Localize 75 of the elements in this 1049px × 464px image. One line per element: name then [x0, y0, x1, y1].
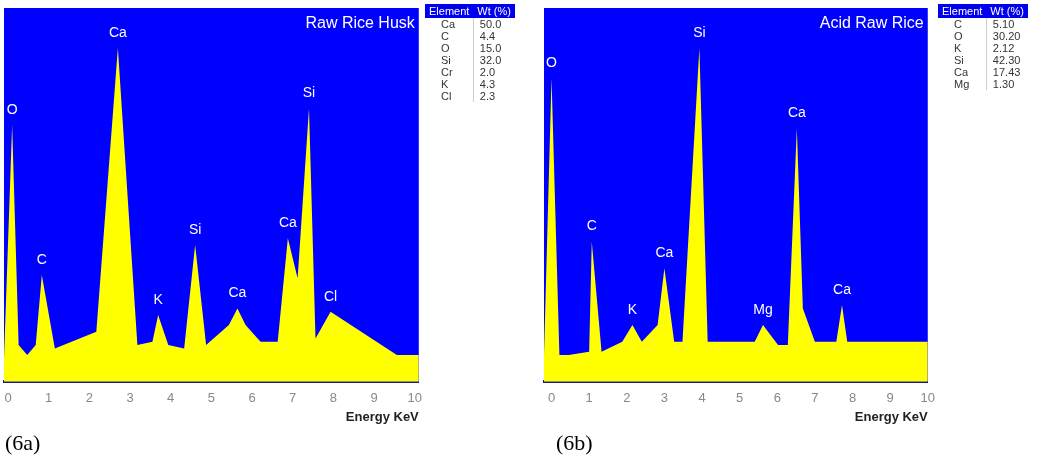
category-label: Ca — [440, 18, 457, 30]
category-label: Mg — [953, 78, 971, 90]
text: 2.0 — [479, 66, 496, 78]
annotation: K — [627, 300, 638, 317]
category-label: K — [953, 42, 963, 54]
category-label: O — [953, 30, 964, 42]
category-label: Cr — [440, 66, 454, 78]
x-tick-label: 8 — [848, 390, 857, 406]
text: 4.3 — [479, 78, 496, 90]
chart-title: Raw Rice Husk — [305, 14, 416, 32]
x-tick-label: 2 — [85, 390, 94, 406]
annotation: Ca — [787, 104, 806, 121]
x-tick-label: 1 — [585, 390, 593, 406]
chart-title: Acid Raw Rice — [819, 14, 924, 32]
x-tick-label: 7 — [811, 390, 819, 406]
x-tick-label: 3 — [126, 390, 134, 406]
text: (6a) — [5, 430, 41, 456]
text: 42.30 — [992, 54, 1021, 66]
x-tick-label: 0 — [4, 390, 12, 406]
category-label: Cl — [440, 90, 453, 102]
x-tick-label: 6 — [248, 390, 256, 406]
annotation: C — [36, 250, 47, 267]
annotation: Ca — [655, 244, 674, 261]
text: Element — [938, 4, 987, 18]
category-label: Si — [953, 54, 965, 66]
annotation: Mg — [753, 300, 773, 317]
x-tick-label: 4 — [167, 390, 175, 406]
text: 4.4 — [479, 30, 496, 42]
text: Wt (%) — [986, 4, 1028, 18]
x-tick-label: 5 — [736, 390, 744, 406]
annotation: Ca — [278, 214, 298, 231]
x-tick-label: 8 — [329, 390, 338, 406]
x-tick-label: 10 — [920, 390, 935, 406]
category-label: O — [440, 42, 451, 54]
text: Wt (%) — [473, 4, 515, 18]
text: 2.12 — [992, 42, 1015, 54]
x-tick-label: 9 — [370, 390, 378, 406]
x-tick-label: 9 — [886, 390, 894, 406]
category-label: C — [440, 30, 450, 42]
annotation: Cl — [323, 287, 338, 304]
x-tick-label: 3 — [660, 390, 669, 406]
annotation: Si — [188, 220, 202, 237]
text: 1.30 — [992, 78, 1015, 90]
x-tick-label: 10 — [407, 390, 422, 406]
text: 50.0 — [479, 18, 502, 30]
annotation: Ca — [833, 280, 852, 297]
annotation: Ca — [228, 284, 247, 301]
x-tick-label: 5 — [207, 390, 216, 406]
annotation: O — [546, 53, 558, 70]
annotation: C — [586, 217, 597, 234]
x-tick-label: 2 — [623, 390, 631, 406]
text: 32.0 — [479, 54, 502, 66]
x-tick-label: 4 — [698, 390, 706, 406]
text: 2.3 — [479, 90, 496, 102]
category-label: K — [440, 78, 450, 90]
text: 5.10 — [992, 18, 1015, 30]
category-label: Si — [440, 54, 452, 66]
x-tick-label: 0 — [547, 390, 556, 406]
annotation: Si — [302, 83, 316, 100]
annotation: Si — [693, 23, 706, 40]
annotation: K — [153, 290, 164, 307]
text: (6b) — [556, 430, 593, 456]
text: 17.43 — [992, 66, 1021, 78]
text: 30.20 — [992, 30, 1021, 42]
category-label: Ca — [953, 66, 970, 78]
x-tick-label: 6 — [773, 390, 781, 406]
text: Element — [425, 4, 474, 18]
x-tick-label: 7 — [289, 390, 297, 406]
text: 15.0 — [479, 42, 502, 54]
annotation: Ca — [108, 23, 128, 40]
category-label: C — [953, 18, 963, 30]
x-tick-label: 1 — [45, 390, 53, 406]
x-axis-title: Energy KeV — [854, 408, 929, 424]
annotation: O — [6, 100, 18, 117]
x-axis-title: Energy KeV — [345, 408, 420, 424]
